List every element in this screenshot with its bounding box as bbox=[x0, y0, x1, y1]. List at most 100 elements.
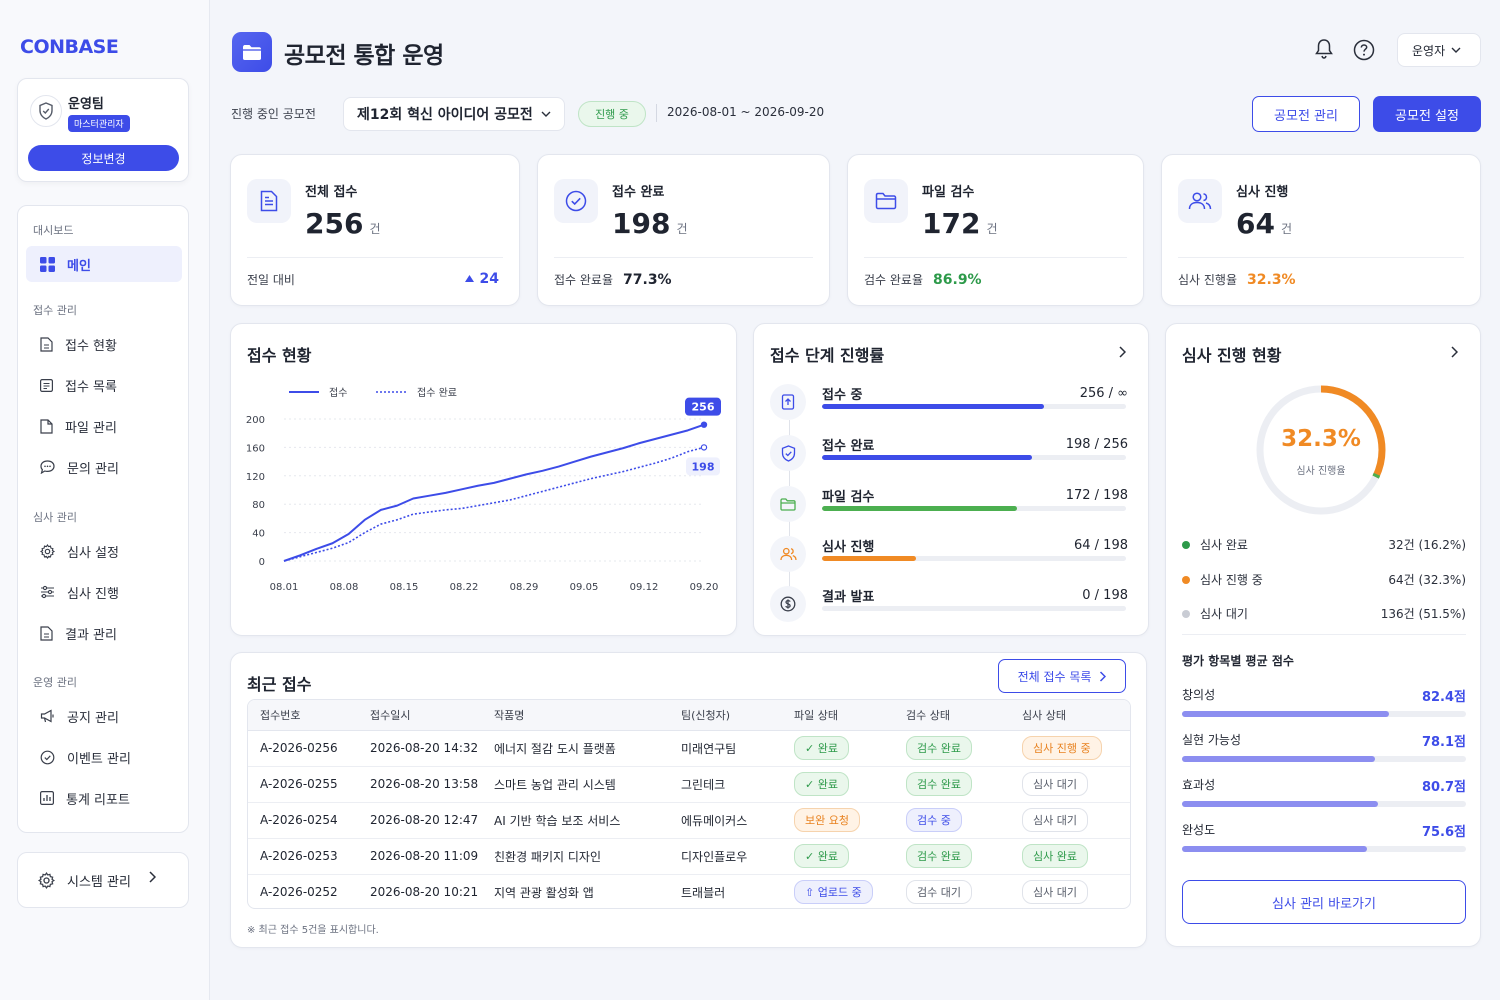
stage-progress-fill bbox=[822, 506, 1017, 511]
help-icon[interactable] bbox=[1353, 39, 1375, 61]
stat-footer: 심사 진행율 32.3% bbox=[1178, 272, 1296, 288]
stage-progress-fill bbox=[822, 455, 1032, 460]
stage-name: 접수 중 bbox=[822, 388, 863, 403]
recent-intake-card: 최근 접수 전체 접수 목록 접수번호 접수일시 작품명 팀(신청자) 파일 상태 검수 … bbox=[230, 652, 1147, 948]
stat-value: 172 건 bbox=[922, 207, 998, 240]
stage-name: 접수 완료 bbox=[822, 439, 875, 454]
cell-review-status: 심사 진행 중 bbox=[1010, 730, 1130, 767]
end-label: 256 bbox=[692, 401, 715, 414]
cell-date: 2026-08-20 11:09 bbox=[358, 838, 482, 875]
intake-line-chart: 0 40 80 120 160 200 08.01 08.08 08.15 08.22 08.29 0… bbox=[246, 387, 721, 593]
system-settings-label: 시스템 관리 bbox=[67, 874, 131, 890]
cell-review-status: 심사 대기 bbox=[1010, 874, 1130, 908]
all-intake-list-button[interactable]: 전체 접수 목록 bbox=[998, 659, 1126, 693]
cell-id: A-2026-0255 bbox=[248, 766, 358, 803]
stage-value: 256 / ∞ bbox=[1079, 386, 1128, 401]
stage-value: 172 / 198 bbox=[1065, 488, 1128, 503]
check-status-badge: 검수 완료 bbox=[906, 772, 972, 796]
folder-icon bbox=[770, 486, 806, 522]
document-icon bbox=[247, 179, 291, 223]
sidebar-item-label: 파일 관리 bbox=[65, 420, 117, 436]
sidebar-item-results[interactable]: 결과 관리 bbox=[26, 615, 182, 651]
table-header-row: 접수번호 접수일시 작품명 팀(신청자) 파일 상태 검수 상태 심사 상태 bbox=[248, 700, 1130, 731]
stat-card-review-progress[interactable]: 심사 진행 64 건 심사 진행율 32.3% bbox=[1161, 154, 1481, 306]
sidebar-item-files[interactable]: 파일 관리 bbox=[26, 408, 182, 444]
gear-icon bbox=[38, 871, 55, 889]
stat-value: 64 건 bbox=[1236, 207, 1293, 240]
check-status-badge: 검수 중 bbox=[906, 808, 962, 832]
sidebar-item-review-progress[interactable]: 심사 진행 bbox=[26, 574, 182, 610]
cell-name: 지역 관광 활성화 앱 bbox=[494, 885, 594, 900]
sidebar-item-inquiries[interactable]: 문의 관리 bbox=[26, 449, 182, 485]
contest-settings-button[interactable]: 공모전 설정 bbox=[1373, 96, 1481, 132]
sidebar-item-events[interactable]: 이벤트 관리 bbox=[26, 739, 182, 775]
check-status-badge: 검수 대기 bbox=[906, 880, 972, 905]
edit-profile-button[interactable]: 정보변경 bbox=[28, 145, 179, 171]
table-note: ※ 최근 접수 5건을 표시합니다. bbox=[247, 925, 379, 936]
divider bbox=[247, 257, 503, 258]
nav-section-label: 접수 관리 bbox=[33, 304, 77, 317]
chevron-right-icon[interactable] bbox=[1450, 346, 1458, 358]
end-label-bg bbox=[686, 457, 720, 476]
stage-progress-fill bbox=[822, 404, 1044, 409]
cell-name: AI 기반 학습 보조 서비스 bbox=[482, 802, 669, 839]
stat-card-file-review[interactable]: 파일 검수 172 건 검수 완료율 86.9% bbox=[847, 154, 1144, 306]
sidebar-item-notices[interactable]: 공지 관리 bbox=[26, 698, 182, 734]
cell-file-status: ⇧ 업로드 중 bbox=[782, 874, 894, 908]
stage-progress-bar bbox=[822, 556, 1126, 561]
sidebar-item-intake-list[interactable]: 접수 목록 bbox=[26, 367, 182, 403]
stat-card-total[interactable]: 전체 접수 256 건 전일 대비 24 bbox=[230, 154, 520, 306]
sidebar-item-label: 메인 bbox=[67, 258, 91, 274]
line-series-intake bbox=[283, 423, 705, 562]
stage-row: 결과 발표 0 / 198 bbox=[770, 586, 1134, 626]
shield-check-icon bbox=[770, 435, 806, 471]
sidebar-item-review-settings[interactable]: 심사 설정 bbox=[26, 533, 182, 569]
active-contest-label: 진행 중인 공모전 bbox=[231, 107, 316, 121]
table-row[interactable]: A-2026-0252 2026-08-20 10:21 지역 관광 활성화 앱 트래… bbox=[248, 874, 1130, 908]
eval-row: 창의성 82.4점 bbox=[1182, 686, 1466, 717]
cell-check-status: 검수 대기 bbox=[894, 874, 1010, 908]
sidebar-item-intake-status[interactable]: 접수 현황 bbox=[26, 326, 182, 362]
contest-manage-button[interactable]: 공모전 관리 bbox=[1252, 96, 1360, 132]
cell-file-status: ✓ 완료 bbox=[782, 730, 894, 767]
sidebar-item-stats-report[interactable]: 통계 리포트 bbox=[26, 780, 182, 816]
go-review-management-button[interactable]: 심사 관리 바로가기 bbox=[1182, 880, 1466, 924]
cell-check-status: 검수 완료 bbox=[894, 730, 1010, 767]
system-settings-button[interactable]: 시스템 관리 bbox=[17, 852, 189, 908]
table-row[interactable]: A-2026-0254 2026-08-20 12:47 AI 기반 학습 보조 서… bbox=[248, 802, 1130, 839]
sliders-icon bbox=[41, 585, 54, 599]
column-header: 접수번호 bbox=[248, 700, 358, 731]
cell-team: 디자인플로우 bbox=[669, 838, 782, 875]
stage-name: 결과 발표 bbox=[822, 590, 875, 605]
table-row[interactable]: A-2026-0253 2026-08-20 11:09 친환경 패키지 디자인 디자… bbox=[248, 838, 1130, 875]
x-tick-label: 09.05 bbox=[570, 582, 599, 593]
page-title: 공모전 통합 운영 bbox=[284, 43, 444, 69]
line-series-completed bbox=[283, 446, 705, 562]
review-status-badge: 심사 완료 bbox=[1022, 844, 1088, 868]
stage-value: 64 / 198 bbox=[1074, 538, 1128, 553]
table-row[interactable]: A-2026-0255 2026-08-20 13:58 스마트 농업 관리 시스템… bbox=[248, 766, 1130, 803]
y-tick-label: 200 bbox=[246, 415, 265, 426]
legend-item: 심사 대기 136건 (51.5%) bbox=[1182, 605, 1466, 622]
chevron-right-icon[interactable] bbox=[1118, 346, 1126, 358]
stat-card-completed[interactable]: 접수 완료 198 건 접수 완료율 77.3% bbox=[537, 154, 830, 306]
table-row[interactable]: A-2026-0256 2026-08-20 14:32 에너지 절감 도시 플랫폼… bbox=[248, 730, 1130, 767]
legend-label: 접수 완료 bbox=[417, 387, 457, 399]
contest-status-badge: 진행 중 bbox=[578, 101, 646, 127]
stage-row: 접수 완료 198 / 256 bbox=[770, 435, 1134, 475]
bell-icon[interactable] bbox=[1314, 38, 1334, 60]
cell-team: 미래연구팀 bbox=[669, 730, 782, 767]
contest-select[interactable]: 제12회 혁신 아이디어 공모전 bbox=[343, 97, 565, 131]
x-tick-label: 08.15 bbox=[390, 582, 419, 593]
sidebar-item-main[interactable]: 메인 bbox=[26, 246, 182, 282]
cell-date: 2026-08-20 14:32 bbox=[358, 730, 482, 767]
user-menu-dropdown[interactable]: 운영자 bbox=[1397, 33, 1481, 67]
stage-row: 파일 검수 172 / 198 bbox=[770, 486, 1134, 526]
user-menu-label: 운영자 bbox=[1412, 43, 1446, 58]
check-circle-icon bbox=[554, 179, 598, 223]
stat-trend: 24 bbox=[464, 271, 499, 287]
cell-date: 2026-08-20 10:21 bbox=[370, 885, 479, 900]
stat-title: 전체 접수 bbox=[305, 185, 358, 200]
stage-connector bbox=[789, 470, 790, 486]
brand-logo[interactable]: CONBASE bbox=[20, 36, 119, 58]
